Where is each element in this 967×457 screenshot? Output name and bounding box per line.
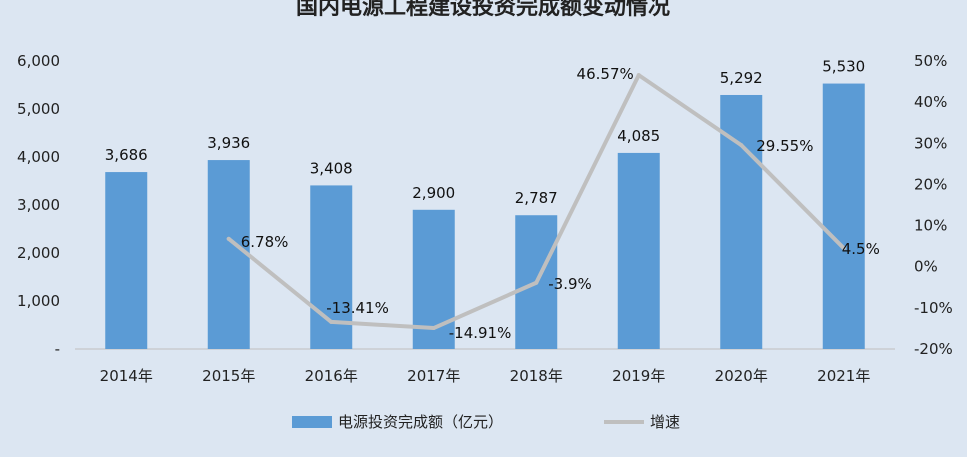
left-tick-label: 3,000 [17,196,60,214]
bar-data-labels: 3,686 3,936 3,408 2,900 2,787 4,085 5,292 5,530 [105,58,865,208]
left-tick-label: 5,000 [17,100,60,118]
x-tick-label: 2014年 [100,367,153,385]
growth-line-series [226,73,846,331]
x-tick-label: 2015年 [202,367,255,385]
growth-point [329,319,334,324]
x-tick-label: 2016年 [305,367,358,385]
growth-value-label: 29.55% [756,137,813,155]
bar [822,83,865,349]
left-tick-label: 2,000 [17,244,60,262]
x-tick-label: 2021年 [817,367,870,385]
bar-value-label: 2,900 [412,184,455,202]
bar-value-label: 3,686 [105,146,148,164]
growth-value-label: 46.57% [577,65,634,83]
legend-bar-label: 电源投资完成额（亿元） [338,413,503,431]
legend: 电源投资完成额（亿元） 增速 [292,413,680,431]
growth-point [431,326,436,331]
x-axis: 2014年 2015年 2016年 2017年 2018年 2019年 2020年 2021年 [100,367,871,385]
legend-line-label: 增速 [650,413,680,431]
growth-point [534,280,539,285]
left-tick-label: 4,000 [17,148,60,166]
growth-point [636,73,641,78]
x-tick-label: 2019年 [612,367,665,385]
left-axis: - 1,000 2,000 3,000 4,000 5,000 6,000 [17,52,60,358]
right-tick-label: 40% [914,93,947,111]
bar-value-label: 5,530 [822,58,865,76]
right-tick-label: -20% [914,340,953,358]
legend-bar-swatch [292,416,332,428]
bar-value-label: 5,292 [720,69,763,87]
bar-value-label: 3,408 [310,159,353,177]
bar-series [105,83,865,349]
growth-point [841,246,846,251]
bar-value-label: 4,085 [617,127,660,145]
x-tick-label: 2017年 [407,367,460,385]
growth-value-label: -3.9% [548,275,592,293]
right-tick-label: 0% [914,258,938,276]
growth-value-label: 4.5% [842,240,880,258]
right-tick-label: 10% [914,217,947,235]
right-tick-label: -10% [914,299,953,317]
growth-point [226,236,231,241]
bar [617,152,660,349]
right-tick-label: 50% [914,52,947,70]
right-axis: -20% -10% 0% 10% 20% 30% 40% 50% [914,52,953,358]
right-tick-label: 20% [914,175,947,193]
bar-value-label: 2,787 [515,189,558,207]
bar-value-label: 3,936 [207,134,250,152]
growth-point [739,143,744,148]
chart-title: 国内电源工程建设投资完成额变动情况 [296,0,670,20]
right-tick-label: 30% [914,134,947,152]
bar [105,172,148,349]
line-data-labels: 6.78% -13.41% -14.91% -3.9% 46.57% 29.55% 4.5% [241,65,880,342]
left-tick-label: - [55,340,60,358]
bar [207,160,250,349]
growth-value-label: 6.78% [241,233,289,251]
x-tick-label: 2020年 [715,367,768,385]
x-tick-label: 2018年 [510,367,563,385]
growth-value-label: -13.41% [326,299,389,317]
growth-value-label: -14.91% [449,324,512,342]
left-tick-label: 6,000 [17,52,60,70]
left-tick-label: 1,000 [17,292,60,310]
